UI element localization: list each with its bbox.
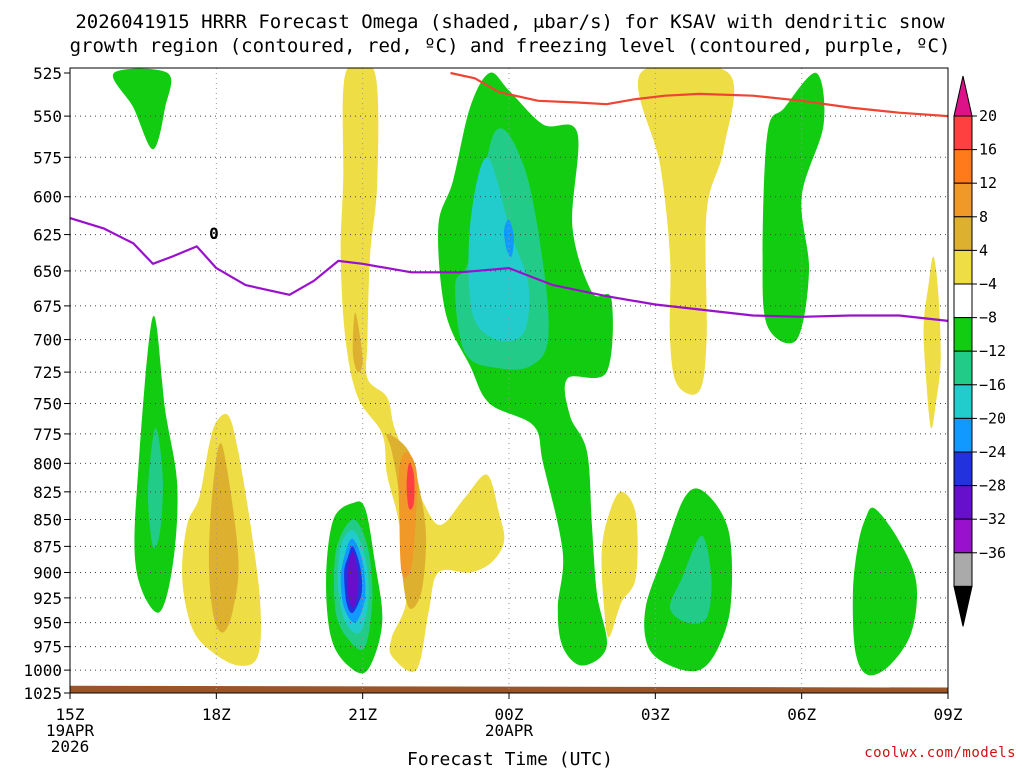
omega-region-green [852,507,918,676]
y-tick-label: 550 [33,107,62,126]
ground-surface [70,685,948,693]
omega-region-green [762,72,825,344]
freezing-level-contour [70,217,948,322]
credit-text: coolwx.com/models [864,745,1016,761]
y-tick-label: 875 [33,537,62,556]
x-tick-label: 06Z [787,705,816,724]
colorbar-label: 4 [979,241,988,259]
x-tick-date-label: 20APR [485,721,534,740]
y-tick-label: 575 [33,148,62,167]
colorbar-segment [953,216,973,251]
ground-fill [70,685,948,693]
colorbar-segment [953,149,973,184]
y-tick-label: 750 [33,395,62,414]
omega-region-cyan [468,157,530,342]
colorbar-label: −24 [979,443,1006,461]
colorbar-segment [953,182,973,218]
y-tick-label: 1000 [23,661,62,680]
dendritic-growth-contour [450,71,948,118]
y-axis: 525 550 575 600 625 650 675 700 725 750 775 800 825 8… [23,64,70,703]
colorbar-segment [953,518,973,554]
y-tick-label: 675 [33,297,62,316]
x-tick-label: 09Z [934,705,963,724]
colorbar-label: 12 [979,174,997,192]
y-tick-label: 775 [33,425,62,444]
colorbar-segment [953,552,973,587]
chart-title-line-2: growth region (contoured, red, ºC) and f… [70,35,951,57]
colorbar-label: −8 [979,309,997,327]
colorbar-label: −20 [979,409,1006,427]
omega-region-teal [669,535,712,624]
omega-region-yellow [637,68,735,395]
y-tick-label: 525 [33,64,62,83]
y-tick-label: 825 [33,483,62,502]
colorbar-label: −4 [979,275,997,293]
colorbar-segment [953,451,973,487]
x-tick-year-label: 2026 [51,737,90,756]
colorbar-segment [953,384,973,419]
x-tick-label: 21Z [348,705,377,724]
y-tick-label: 925 [33,589,62,608]
colorbar-segment [953,249,973,285]
omega-shaded-regions [112,68,941,676]
x-tick-label: 18Z [202,705,231,724]
omega-region-yellow [923,256,941,429]
y-tick-label: 700 [33,331,62,350]
x-tick-label: 00Z [495,705,524,724]
colorbar: 20 16 12 8 4 −4 −8 −12 −16 −20 −24 −28 −32 −36 [953,75,1006,627]
colorbar-segment [953,485,973,520]
colorbar-label: −36 [979,544,1006,562]
y-tick-label: 975 [33,638,62,657]
colorbar-label: −16 [979,376,1006,394]
colorbar-label: −12 [979,342,1006,360]
colorbar-label: −28 [979,477,1006,495]
colorbar-label: 20 [979,107,997,125]
y-tick-label: 800 [33,454,62,473]
colorbar-segment [953,115,973,151]
y-tick-label: 850 [33,511,62,530]
colorbar-top-arrow [953,75,973,117]
grid-lines [70,68,948,693]
y-tick-label: 725 [33,363,62,382]
omega-region-yellow [340,68,505,672]
omega-region-red [406,462,415,510]
colorbar-segment [953,283,973,319]
omega-region-teal [147,427,163,549]
y-tick-label: 625 [33,226,62,245]
colorbar-segment [953,417,973,453]
freezing-level-label: 0 [209,224,219,243]
y-tick-label: 900 [33,563,62,582]
colorbar-bottom-arrow [953,585,973,627]
x-axis-label: Forecast Time (UTC) [407,749,613,768]
omega-region-green [112,68,172,150]
contour-lines [70,71,948,322]
colorbar-label: 8 [979,208,988,226]
colorbar-segment [953,317,973,352]
y-tick-label: 950 [33,614,62,633]
colorbar-segment [953,350,973,386]
omega-region-purple [347,551,359,608]
y-tick-label: 1025 [23,684,62,703]
omega-region-yellow [601,491,638,638]
y-tick-label: 650 [33,262,62,281]
x-tick-date-label: 19APR [46,721,95,740]
omega-region-gold [208,443,239,633]
y-tick-label: 600 [33,188,62,207]
colorbar-label: −32 [979,510,1006,528]
x-tick-label: 15Z [56,705,85,724]
colorbar-label: 16 [979,141,997,159]
x-tick-label: 03Z [641,705,670,724]
chart-title-line-1: 2026041915 HRRR Forecast Omega (shaded, … [75,11,945,33]
omega-region-gold [352,312,363,373]
